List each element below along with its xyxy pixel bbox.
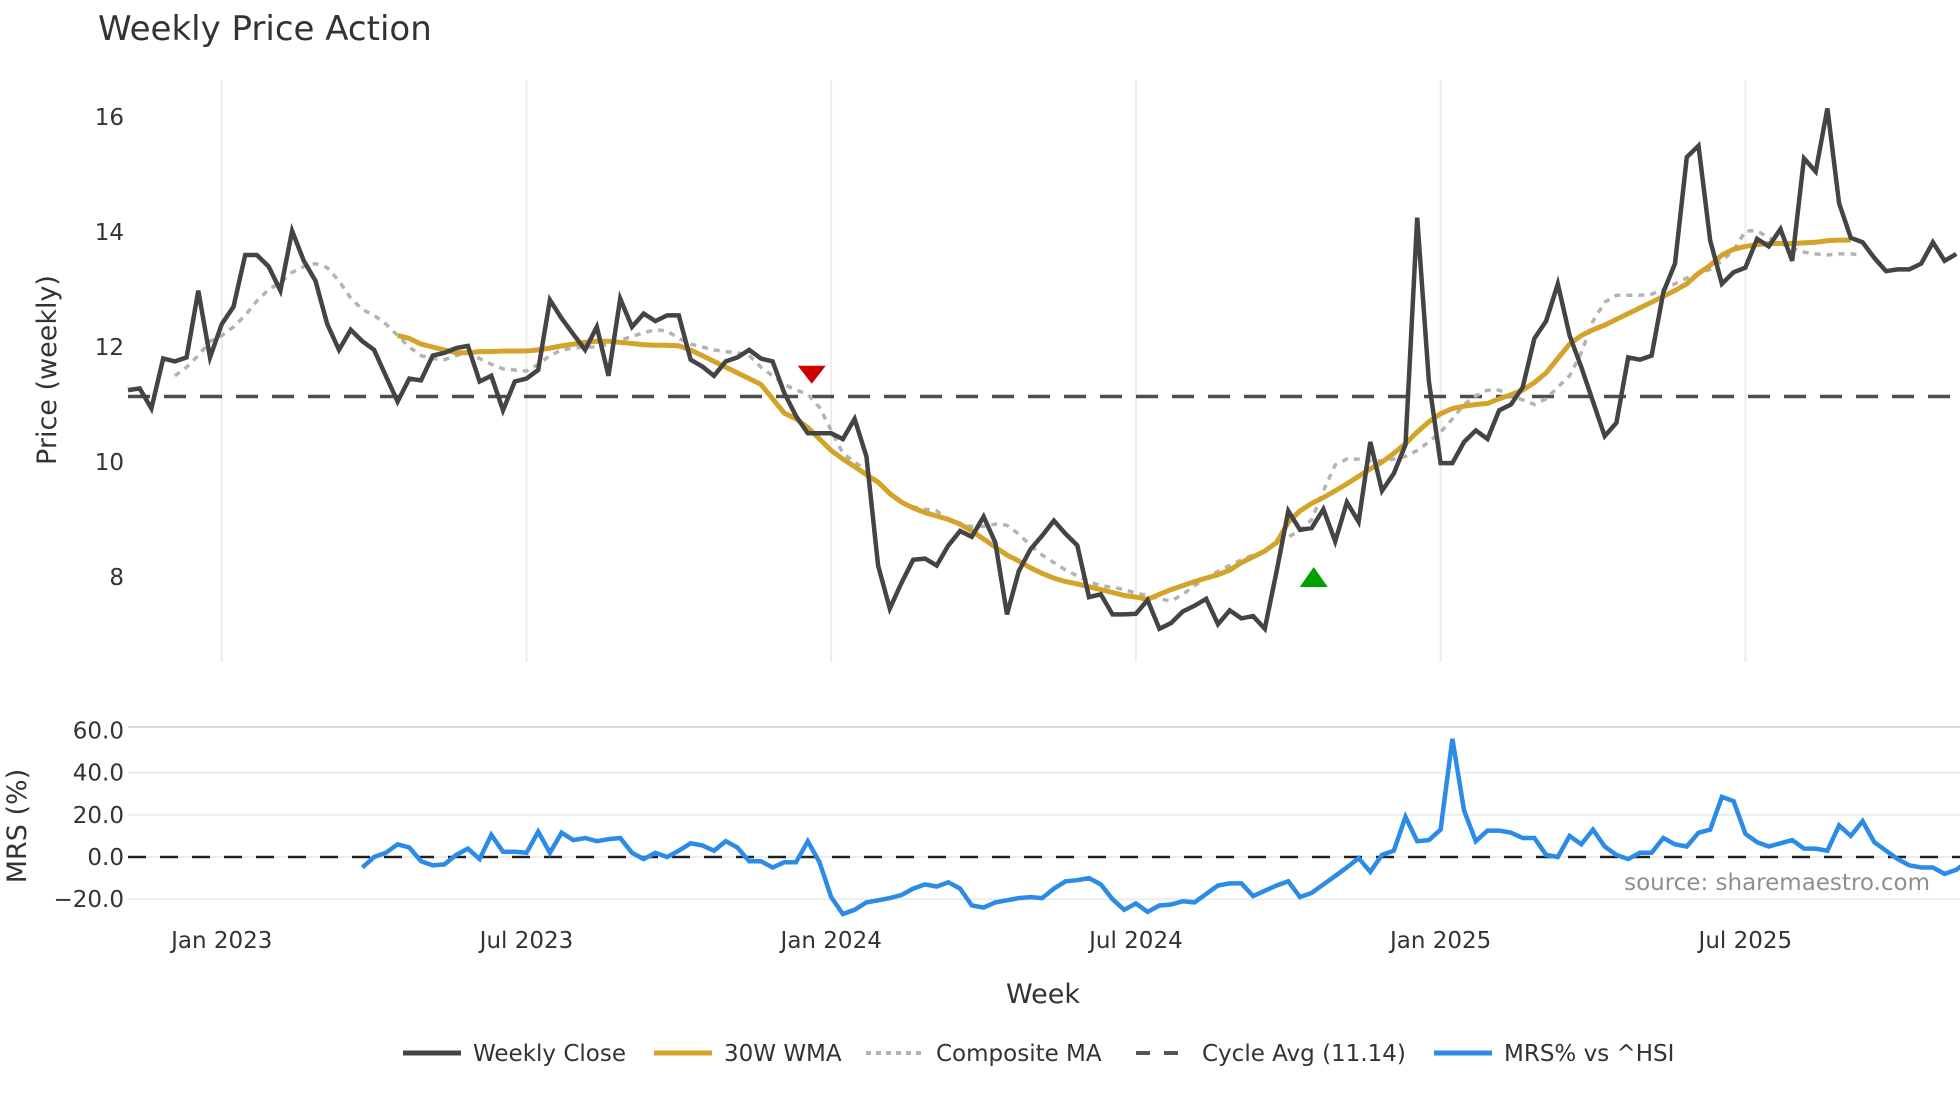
legend-label: MRS% vs ^HSI xyxy=(1504,1041,1674,1067)
mrs-y-axis-label: MRS (%) xyxy=(2,769,33,884)
mrs-y-axis-ticks: 60.0 40.0 20.0 0.0 −20.0 xyxy=(54,718,124,913)
price-y-tick-label: 8 xyxy=(109,565,124,591)
price-y-axis-ticks: 16 14 12 10 8 xyxy=(95,105,124,591)
legend: Weekly Close 30W WMA Composite MA Cycle Avg… xyxy=(403,1041,1674,1067)
price-y-tick-label: 12 xyxy=(95,335,124,361)
legend-label: Weekly Close xyxy=(473,1041,626,1067)
x-tick-label: Jul 2024 xyxy=(1087,928,1183,954)
chart-title: Weekly Price Action xyxy=(98,9,432,49)
price-y-axis-label: Price (weekly) xyxy=(32,275,63,465)
x-tick-label: Jan 2025 xyxy=(1388,928,1491,954)
price-y-tick-label: 10 xyxy=(95,450,124,476)
sell-signal-triangle-down-icon xyxy=(797,365,826,384)
x-tick-label: Jul 2025 xyxy=(1697,928,1793,954)
weekly-close-line xyxy=(127,107,1958,634)
price-y-tick-label: 14 xyxy=(95,220,124,246)
x-tick-label: Jul 2023 xyxy=(478,928,574,954)
price-y-tick-label: 16 xyxy=(95,105,124,131)
legend-label: 30W WMA xyxy=(724,1041,842,1067)
mrs-y-tick-label: 40.0 xyxy=(73,761,124,787)
legend-label: Composite MA xyxy=(936,1041,1102,1067)
price-panel: 16 14 12 10 8 Price (weekly) xyxy=(32,80,1960,662)
mrs-panel: 60.0 40.0 20.0 0.0 −20.0 MRS (%) source: sha… xyxy=(2,718,1960,917)
mrs-line xyxy=(360,738,1960,917)
x-tick-label: Jan 2023 xyxy=(169,928,272,954)
mrs-y-tick-label: 20.0 xyxy=(73,803,124,829)
x-axis-label: Week xyxy=(1006,979,1080,1010)
mrs-y-tick-label: 0.0 xyxy=(87,845,124,871)
mrs-y-tick-label: 60.0 xyxy=(73,718,124,744)
buy-signal-triangle-up-icon xyxy=(1299,567,1328,587)
legend-label: Cycle Avg (11.14) xyxy=(1202,1041,1406,1067)
price-vertical-gridlines xyxy=(220,80,1747,662)
x-tick-label: Jan 2024 xyxy=(779,928,882,954)
mrs-y-tick-label: −20.0 xyxy=(54,887,124,913)
x-axis-ticks: Jan 2023 Jul 2023 Jan 2024 Jul 2024 Jan 2025… xyxy=(169,928,1792,954)
wma-30w-line xyxy=(396,237,1851,603)
composite-ma-line xyxy=(173,229,1863,603)
source-annotation: source: sharemaestro.com xyxy=(1624,870,1930,896)
